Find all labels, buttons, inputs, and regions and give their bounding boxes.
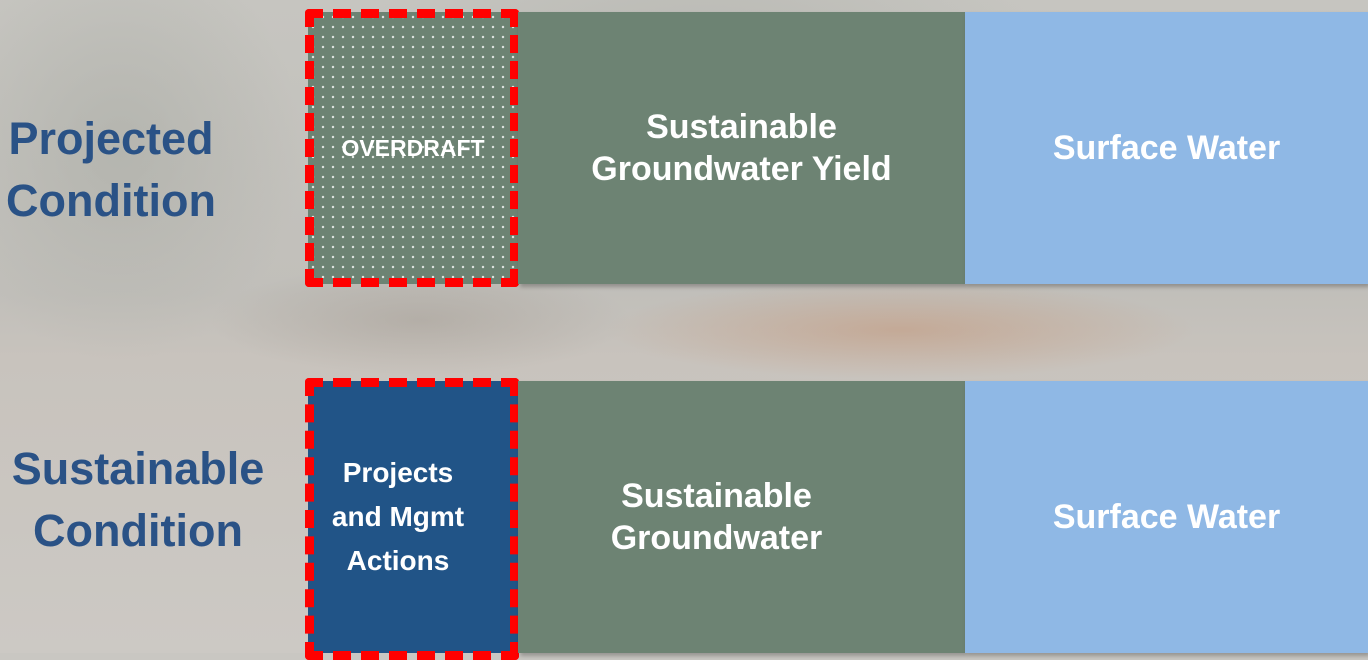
surface-water-box-projected: Surface Water bbox=[965, 12, 1368, 284]
surface-water-text: Surface Water bbox=[1052, 129, 1281, 167]
yield-line-1: Sustainable bbox=[646, 108, 837, 146]
label-line-2: Condition bbox=[6, 175, 216, 226]
sustainable-groundwater-box: Sustainable Groundwater bbox=[518, 381, 965, 653]
groundwater-line-1: Sustainable bbox=[621, 477, 812, 515]
projects-line-2: and Mgmt bbox=[331, 501, 465, 532]
yield-line-2: Groundwater Yield bbox=[591, 150, 892, 188]
sustainable-groundwater-yield-box: Sustainable Groundwater Yield bbox=[518, 12, 965, 284]
projects-line-3: Actions bbox=[346, 545, 450, 576]
surface-water-box-sustainable: Surface Water bbox=[965, 381, 1368, 653]
projects-mgmt-actions-box: Projects and Mgmt Actions bbox=[308, 381, 518, 653]
label-line-1: Projected bbox=[8, 113, 214, 164]
surface-water-text: Surface Water bbox=[1052, 498, 1281, 536]
label-line-1: Sustainable bbox=[11, 443, 265, 494]
sustainable-condition-label: Sustainable Condition bbox=[10, 438, 266, 562]
label-line-2: Condition bbox=[33, 505, 243, 556]
projects-line-1: Projects bbox=[342, 457, 454, 488]
overdraft-box: OVERDRAFT bbox=[308, 12, 518, 284]
groundwater-line-2: Groundwater bbox=[610, 519, 823, 557]
overdraft-text: OVERDRAFT bbox=[341, 134, 485, 161]
projected-condition-label: Projected Condition bbox=[6, 108, 216, 232]
